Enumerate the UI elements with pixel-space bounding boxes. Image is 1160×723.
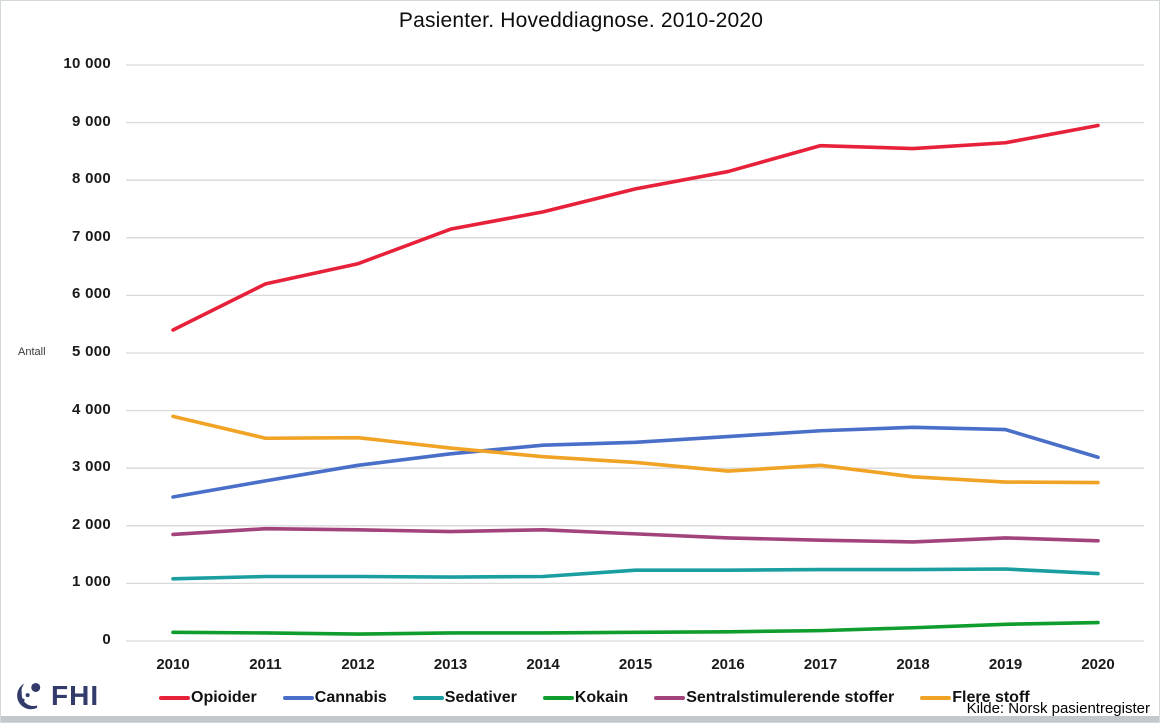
legend-label: Kokain: [574, 689, 629, 706]
legend-item: Opioider: [159, 689, 257, 707]
series-line: [171, 414, 1100, 485]
legend-label: Cannabis: [314, 689, 387, 706]
legend-swatch-icon: [920, 696, 952, 700]
fhi-logo-text: FHI: [51, 680, 100, 711]
legend-swatch-icon: [542, 696, 574, 700]
series-line: [171, 526, 1100, 544]
legend-label: Sentralstimulerende stoffer: [686, 689, 895, 706]
bottom-bar: [1, 716, 1159, 722]
y-tick-label: 1 000: [71, 573, 111, 591]
y-tick-label: 8 000: [71, 170, 111, 188]
x-tick-label: 2014: [526, 656, 560, 673]
y-tick-label: 10 000: [63, 55, 111, 72]
legend-item: Kokain: [542, 689, 629, 707]
y-tick-label: 4 000: [71, 400, 111, 418]
legend-item: Sentralstimulerende stoffer: [654, 689, 894, 707]
x-tick-label: 2020: [1081, 656, 1115, 673]
y-axis-title: Antall: [18, 346, 46, 358]
y-tick-label: 9 000: [71, 112, 111, 130]
legend-swatch-icon: [654, 696, 686, 700]
x-tick-label: 2019: [988, 656, 1023, 673]
x-tick-label: 2017: [803, 656, 838, 673]
y-tick-label: 6 000: [71, 285, 111, 303]
fhi-swoosh-icon: [17, 682, 41, 710]
y-tick-label: 0: [102, 631, 111, 648]
y-tick-label: 5 000: [71, 343, 111, 360]
x-tick-label: 2015: [618, 656, 653, 673]
legend-label: Opioider: [191, 689, 257, 706]
series-line: [171, 620, 1100, 636]
series-line: [171, 567, 1100, 581]
x-tick-label: 2016: [711, 656, 745, 673]
legend-swatch-icon: [159, 696, 190, 700]
legend-label: Sedativer: [444, 689, 517, 706]
y-tick-label: 7 000: [71, 227, 111, 245]
legend-item: Sedativer: [412, 689, 517, 707]
chart-title: Pasienter. Hoveddiagnose. 2010-2020: [398, 9, 764, 32]
legend-label: Flere stoff: [952, 689, 1030, 706]
x-tick-label: 2012: [341, 656, 375, 673]
legend-item: Cannabis: [282, 689, 387, 707]
x-tick-label: 2018: [896, 656, 930, 673]
series-line: [171, 425, 1100, 499]
y-tick-label: 2 000: [71, 515, 111, 533]
legend-swatch-icon: [282, 696, 314, 700]
legend-item: Flere stoff: [920, 689, 1030, 707]
legend-swatch-icon: [412, 696, 444, 700]
y-tick-label: 3 000: [71, 458, 111, 476]
x-tick-label: 2010: [156, 656, 190, 673]
source-note: Kilde: Norsk pasientregister: [966, 700, 1150, 717]
series-line: [171, 123, 1100, 332]
x-tick-label: 2013: [433, 656, 468, 673]
fhi-logo: FHI: [11, 677, 99, 715]
x-tick-label: 2011: [249, 656, 282, 673]
legend: Opioider Cannabis Sedativer Kokain Sentralst…: [159, 689, 1030, 707]
